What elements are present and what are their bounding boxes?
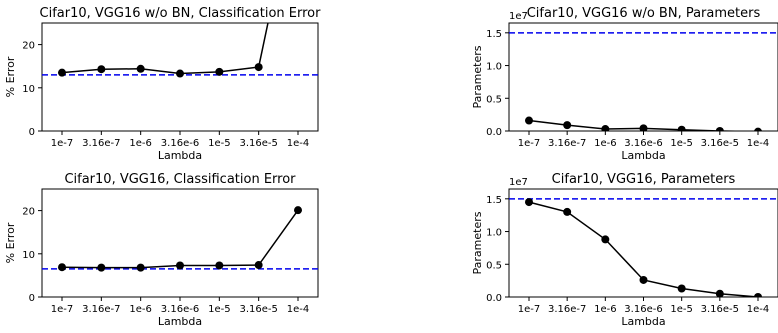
chart-4-xtick-label: 3.16e-5 (701, 304, 739, 315)
chart-4-data-point (677, 284, 686, 293)
chart-3-data-point (58, 263, 66, 272)
chart-1-xlabel: Lambda (158, 149, 202, 162)
chart-4-data-point (563, 207, 572, 216)
chart-2-ytick-label: 1.0 (486, 62, 502, 73)
chart-1-ytick-label: 20 (22, 41, 35, 52)
chart-4-xtick-label: 1e-6 (594, 304, 617, 315)
chart-4-xtick-label: 3.16e-7 (548, 304, 586, 315)
chart-3-plot-area (42, 206, 318, 272)
chart-2-title: Cifar10, VGG16 w/o BN, Parameters (527, 6, 761, 21)
chart-4-ytick-label: 0.0 (486, 293, 502, 304)
chart-4-exponent-label: 1e7 (509, 177, 528, 188)
chart-2-ytick-label: 0.5 (486, 94, 502, 105)
chart-4-ylabel: Parameters (471, 211, 484, 274)
chart-2-plot-area (509, 32, 778, 131)
chart-2-data-point (677, 125, 686, 131)
chart-1-ylabel: % Error (4, 56, 17, 97)
chart-2-data-point (525, 116, 533, 125)
chart-4-plot-area (509, 198, 778, 297)
chart-3-xlabel: Lambda (158, 315, 202, 328)
chart-3-data-point (215, 261, 224, 270)
chart-1-data-point (254, 63, 263, 72)
chart-1-data-point (215, 67, 224, 76)
chart-3-data-point (254, 261, 263, 270)
chart-2-data-point (639, 124, 648, 131)
chart-3-xtick-label: 3.16e-6 (161, 304, 199, 315)
chart-2-ytick-label: 1.5 (486, 29, 502, 40)
chart-2-xlabel: Lambda (621, 149, 665, 162)
chart-3-xtick-label: 1e-5 (208, 304, 231, 315)
chart-2-data-point (563, 121, 572, 130)
chart-4-xlabel: Lambda (621, 315, 665, 328)
chart-4-data-point (715, 289, 724, 297)
chart-3-ytick-label: 20 (22, 207, 35, 218)
chart-3-data-point (176, 261, 184, 270)
chart-1-xtick-label: 1e-4 (287, 138, 310, 149)
chart-2-data-point (715, 127, 724, 131)
chart-4-data-point (601, 235, 610, 244)
chart-3-ylabel: % Error (4, 222, 17, 263)
chart-3-data-point (294, 206, 302, 215)
chart-1-data-point (58, 68, 66, 77)
chart-4-data-point (525, 198, 533, 207)
chart-4-ytick-label: 0.5 (486, 260, 502, 271)
chart-4-xtick-label: 1e-5 (670, 304, 693, 315)
chart-2-xtick-label: 3.16e-7 (548, 138, 586, 149)
chart-1-ytick-label: 10 (22, 84, 35, 95)
chart-1-data-point (136, 64, 145, 73)
chart-2-xtick-label: 1e-5 (670, 138, 693, 149)
chart-1-data-point (176, 69, 184, 78)
chart-1-ytick-label: 0 (29, 127, 35, 138)
chart-2-exponent-label: 1e7 (509, 11, 528, 22)
chart-1-xtick-label: 1e-5 (208, 138, 231, 149)
chart-4-data-point (754, 293, 762, 297)
chart-2-data-point (754, 127, 762, 131)
chart-3-xtick-label: 3.16e-5 (239, 304, 277, 315)
chart-2-data-point (601, 125, 610, 131)
chart-2-xtick-label: 3.16e-6 (624, 138, 662, 149)
chart-4-xtick-label: 1e-7 (518, 304, 541, 315)
chart-1-xtick-label: 1e-7 (51, 138, 74, 149)
chart-4-ytick-label: 1.0 (486, 228, 502, 239)
chart-4-data-point (639, 275, 648, 284)
chart-1-plot-area (42, 23, 318, 78)
chart-3-xtick-label: 1e-7 (51, 304, 74, 315)
chart-1-title: Cifar10, VGG16 w/o BN, Classification Er… (40, 6, 322, 21)
chart-1-xtick-label: 1e-6 (129, 138, 152, 149)
chart-3-ytick-label: 0 (29, 293, 35, 304)
chart-3-xtick-label: 3.16e-7 (82, 304, 120, 315)
chart-3-ytick-label: 10 (22, 250, 35, 261)
chart-2-axes-frame (508, 22, 778, 132)
chart-1: Cifar10, VGG16 w/o BN, Classification Er… (4, 6, 322, 162)
chart-3-series-line (61, 209, 299, 269)
chart-2-xtick-label: 1e-7 (518, 138, 541, 149)
chart-2-xtick-label: 3.16e-5 (701, 138, 739, 149)
chart-4-xtick-label: 1e-4 (747, 304, 770, 315)
chart-2: Cifar10, VGG16 w/o BN, Parameters 0.0 0.5 1… (471, 6, 778, 162)
chart-3-xtick-label: 1e-6 (129, 304, 152, 315)
chart-1-data-point (97, 65, 106, 74)
chart-4-ytick-label: 1.5 (486, 195, 502, 206)
chart-3-xtick-label: 1e-4 (287, 304, 310, 315)
chart-2-xtick-label: 1e-6 (594, 138, 617, 149)
chart-3-axes-frame (41, 188, 319, 298)
chart-4-xtick-label: 3.16e-6 (624, 304, 662, 315)
chart-2-ylabel: Parameters (471, 45, 484, 108)
chart-1-xtick-label: 3.16e-6 (161, 138, 199, 149)
chart-2-ytick-label: 0.0 (486, 127, 502, 138)
chart-1-xtick-label: 3.16e-5 (239, 138, 277, 149)
chart-3-title: Cifar10, VGG16, Classification Error (64, 172, 296, 187)
chart-4-title: Cifar10, VGG16, Parameters (552, 172, 736, 187)
chart-3-data-point (97, 263, 106, 272)
chart-1-xtick-label: 3.16e-7 (82, 138, 120, 149)
chart-3-data-point (136, 263, 145, 272)
chart-2-xtick-label: 1e-4 (747, 138, 770, 149)
chart-4: Cifar10, VGG16, Parameters 0.0 0.5 1.0 1.5 1e… (471, 172, 778, 328)
chart-3: Cifar10, VGG16, Classification Error 0 10 2… (4, 172, 319, 328)
